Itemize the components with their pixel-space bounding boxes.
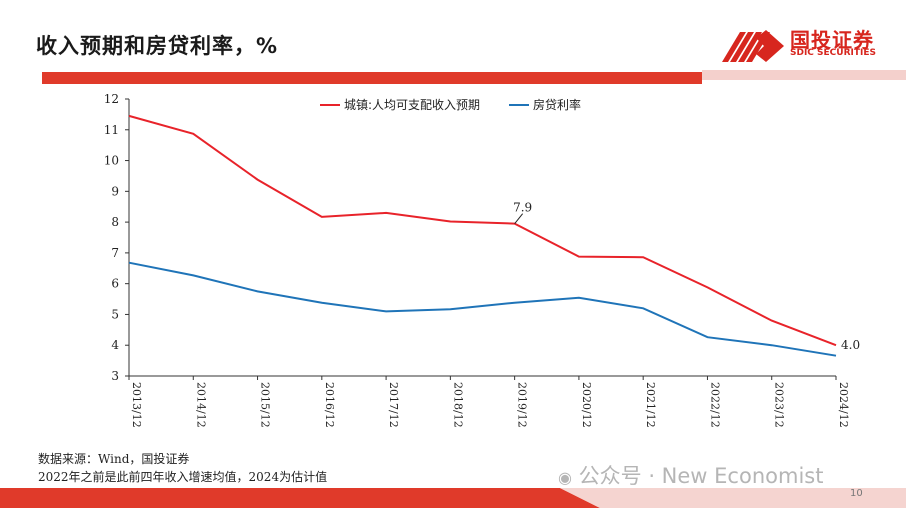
data-source: 数据来源：Wind，国投证券 xyxy=(38,452,190,466)
footnote: 2022年之前是此前四年收入增速均值，2024为估计值 xyxy=(38,470,328,484)
x-tick-label: 2016/12 xyxy=(323,382,336,428)
y-tick-label: 3 xyxy=(111,369,119,383)
x-tick-label: 2020/12 xyxy=(580,382,593,428)
header-divider-bar xyxy=(42,72,702,84)
header-divider-light xyxy=(702,70,906,80)
line-chart: 3 4 5 6 7 8 9 10 11 12 2013/12 2014/12 2015/12 2016/1… xyxy=(104,92,860,428)
data-label-leader xyxy=(514,213,524,224)
x-tick-label: 2023/12 xyxy=(773,382,786,428)
y-tick-label: 8 xyxy=(111,215,119,229)
watermark-text: 公众号 · New Economist xyxy=(578,464,824,488)
x-tick-label: 2018/12 xyxy=(451,382,464,428)
y-tick-label: 6 xyxy=(111,277,119,291)
logo-text-cn: 国投证券 xyxy=(790,28,874,52)
y-tick-label: 4 xyxy=(111,338,119,352)
series-line-0 xyxy=(128,114,837,347)
x-tick-label: 2024/12 xyxy=(837,382,850,428)
logo-text-en: SDIC SECURITIES xyxy=(790,48,876,58)
x-tick-label: 2019/12 xyxy=(516,382,529,428)
x-tick-label: 2015/12 xyxy=(259,382,272,428)
x-tick-label: 2022/12 xyxy=(708,382,721,428)
watermark: ◉ 公众号 · New Economist xyxy=(558,460,823,490)
wechat-icon: ◉ xyxy=(558,468,572,487)
page-title: 收入预期和房贷利率，% xyxy=(36,34,279,58)
y-tick-label: 7 xyxy=(111,246,119,260)
legend-label-0: 城镇:人均可支配收入预期 xyxy=(344,98,480,112)
y-tick-label: 5 xyxy=(111,307,119,321)
y-tick-label: 12 xyxy=(104,92,119,106)
x-tick-label: 2014/12 xyxy=(194,382,207,428)
y-tick-label: 9 xyxy=(111,184,119,198)
data-label: 4.0 xyxy=(841,338,860,352)
x-tick-label: 2021/12 xyxy=(644,382,657,428)
sdic-logo-icon xyxy=(722,30,784,62)
y-tick-label: 11 xyxy=(104,123,119,137)
footer-band xyxy=(0,488,906,508)
x-tick-label: 2013/12 xyxy=(130,382,143,428)
data-label: 7.9 xyxy=(513,201,532,215)
series-line-1 xyxy=(128,261,837,357)
legend-label-1: 房贷利率 xyxy=(533,97,581,112)
x-tick-label: 2017/12 xyxy=(387,382,400,428)
page-number: 10 xyxy=(850,488,863,499)
y-tick-label: 10 xyxy=(104,154,119,168)
